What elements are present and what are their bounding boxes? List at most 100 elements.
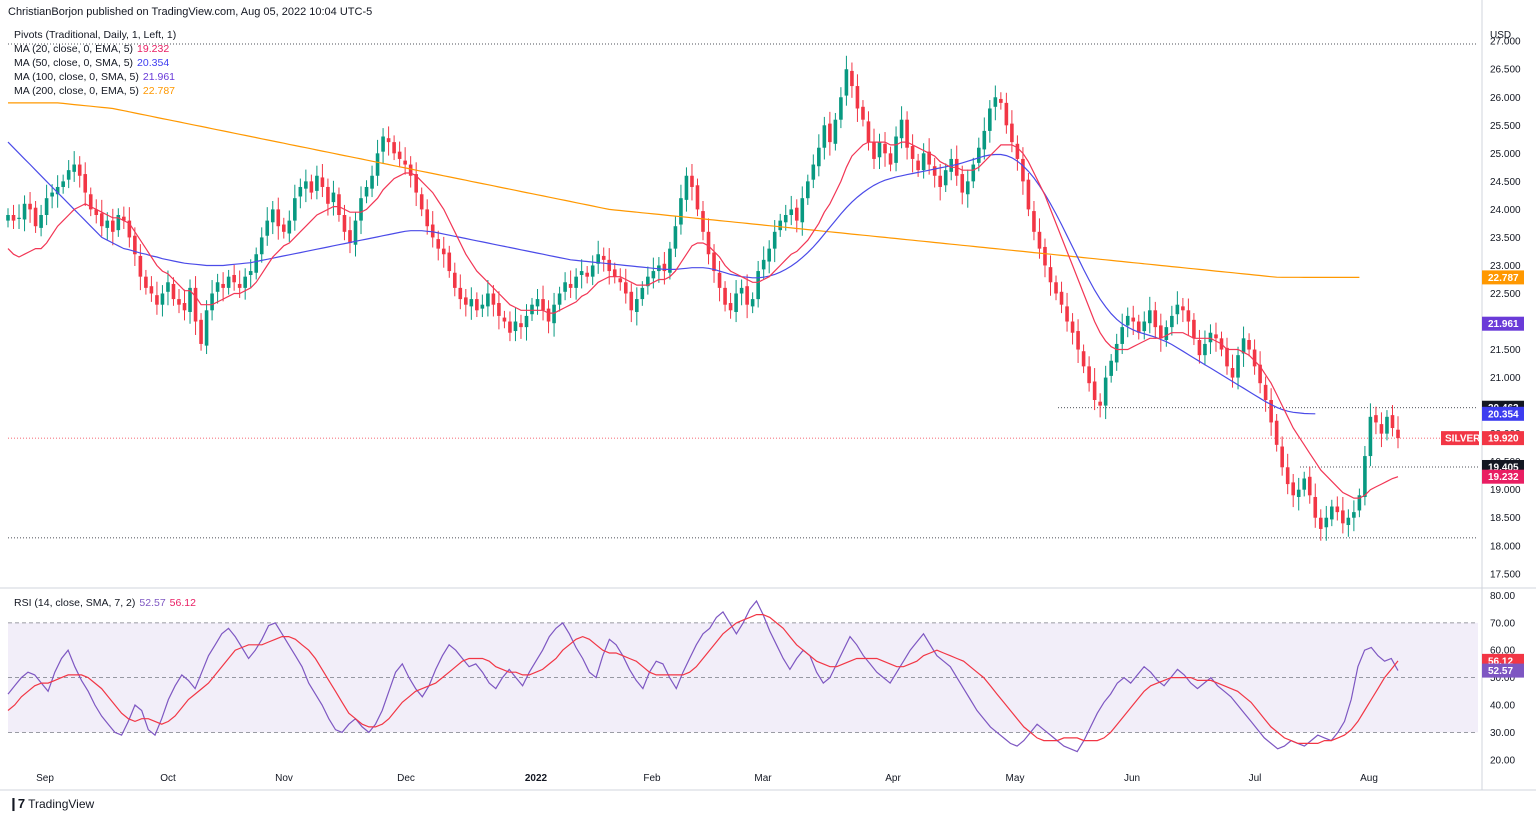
legend-ma100-label: MA (100, close, 0, SMA, 5) [14, 71, 139, 83]
candle-body [1230, 368, 1235, 378]
candle-body [254, 254, 259, 273]
candle-body [585, 272, 589, 277]
candle-body [767, 248, 771, 262]
candle-body [1048, 267, 1053, 283]
rsi-line [7, 599, 1399, 753]
candle-body [965, 181, 970, 195]
candle-body [999, 98, 1003, 103]
candle-body [61, 181, 65, 187]
candle-body [397, 151, 402, 159]
candle-body [866, 121, 871, 143]
candle-body [436, 239, 441, 249]
price-badge-bg [1482, 469, 1524, 484]
candle-body [1015, 143, 1020, 159]
candle-body [72, 164, 76, 172]
time-tick-label: Jun [1124, 773, 1140, 784]
candle-body [1352, 512, 1356, 518]
candle-body [1081, 351, 1086, 367]
ma50-line [7, 141, 1316, 415]
price-y-ticks: 17.50018.00018.50019.00019.50020.00020.5… [1490, 37, 1521, 581]
candle-body [160, 293, 165, 305]
candle-body [828, 123, 832, 143]
candle-body [938, 175, 942, 187]
candle-body [1037, 231, 1042, 249]
rsi-tick-label: 60.00 [1490, 646, 1515, 657]
candle-body [530, 304, 534, 315]
candle-body [342, 215, 347, 232]
candle-body [6, 215, 10, 221]
candle-body [55, 186, 60, 195]
price-tick-label: 17.500 [1490, 569, 1521, 580]
candle-body [1131, 317, 1136, 322]
tradingview-brand[interactable]: ❙7 TradingView [8, 796, 94, 812]
candle-body [612, 269, 617, 277]
candle-body [723, 287, 727, 305]
candle-body [28, 203, 32, 210]
candle-body [111, 220, 115, 232]
candle-body [497, 303, 501, 316]
rsi-tick-label: 40.00 [1490, 701, 1515, 712]
candle-body [414, 174, 418, 193]
legend-rsi-value2: 56.12 [169, 597, 196, 609]
candle-body [149, 286, 154, 294]
candle-body [662, 263, 667, 272]
legend-ma200-label: MA (200, close, 0, EMA, 5) [14, 85, 139, 97]
candle-body [982, 130, 987, 150]
price-badge-label: 19.405 [1488, 462, 1519, 473]
candle-body [1032, 211, 1036, 232]
currency-label: USD [1490, 30, 1511, 41]
candle-body [199, 319, 203, 344]
price-badge-label: 19.232 [1488, 472, 1519, 483]
candle-body [739, 287, 744, 294]
candle-body [1302, 478, 1307, 490]
candle-body [441, 248, 446, 255]
candle-body [232, 274, 236, 283]
candle-body [1114, 343, 1119, 363]
candle-body [1203, 343, 1207, 356]
candle-body [116, 215, 121, 231]
candle-body [491, 293, 496, 305]
legend-ma20-value: 19.232 [137, 43, 170, 55]
rsi-tick-label: 80.00 [1490, 591, 1515, 602]
candle-body [728, 303, 733, 311]
candle-body [839, 97, 843, 120]
candle-body [888, 153, 893, 165]
rsi-y-ticks: 20.00 30.00 40.00 50.00 60.00 70.00 80.00 [1490, 591, 1515, 766]
candle-body [717, 272, 722, 288]
candle-body [1285, 467, 1290, 485]
candle-body [800, 198, 805, 223]
candle-body [1363, 456, 1367, 497]
candle-body [629, 291, 634, 311]
candle-body [1175, 304, 1180, 315]
candle-body [761, 259, 766, 270]
candle-body [778, 220, 783, 231]
candle-body [894, 136, 898, 163]
candle-body [877, 142, 882, 158]
candle-body [618, 278, 623, 283]
candle-body [706, 231, 711, 255]
candle-body [1092, 381, 1097, 400]
price-tick-label: 23.500 [1490, 233, 1521, 244]
candle-body [99, 213, 104, 227]
candle-body [789, 209, 794, 215]
candle-body [601, 255, 606, 260]
candle-body [750, 299, 755, 307]
legend-pivots-label: Pivots (Traditional, Daily, 1, Left, 1) [14, 29, 177, 41]
candle-body [817, 147, 821, 167]
rsi-badge-bg [1482, 663, 1524, 678]
candle-body [541, 299, 545, 311]
price-tick-label: 23.000 [1490, 261, 1521, 272]
legend-ma50: MA (50, close, 0, SMA, 5) 20.354 [14, 57, 169, 69]
price-tick-label: 25.500 [1490, 121, 1521, 132]
ma20-line [7, 141, 1399, 499]
candle-body [155, 295, 159, 305]
candle-body [1318, 517, 1323, 529]
price-tick-label: 21.000 [1490, 373, 1521, 384]
candle-body [502, 317, 507, 322]
candle-body [1390, 415, 1395, 429]
candle-body [33, 207, 38, 227]
candle-body [1142, 321, 1147, 332]
candle-body [44, 198, 49, 215]
candle-body [1252, 349, 1257, 367]
candle-body [1214, 334, 1218, 339]
